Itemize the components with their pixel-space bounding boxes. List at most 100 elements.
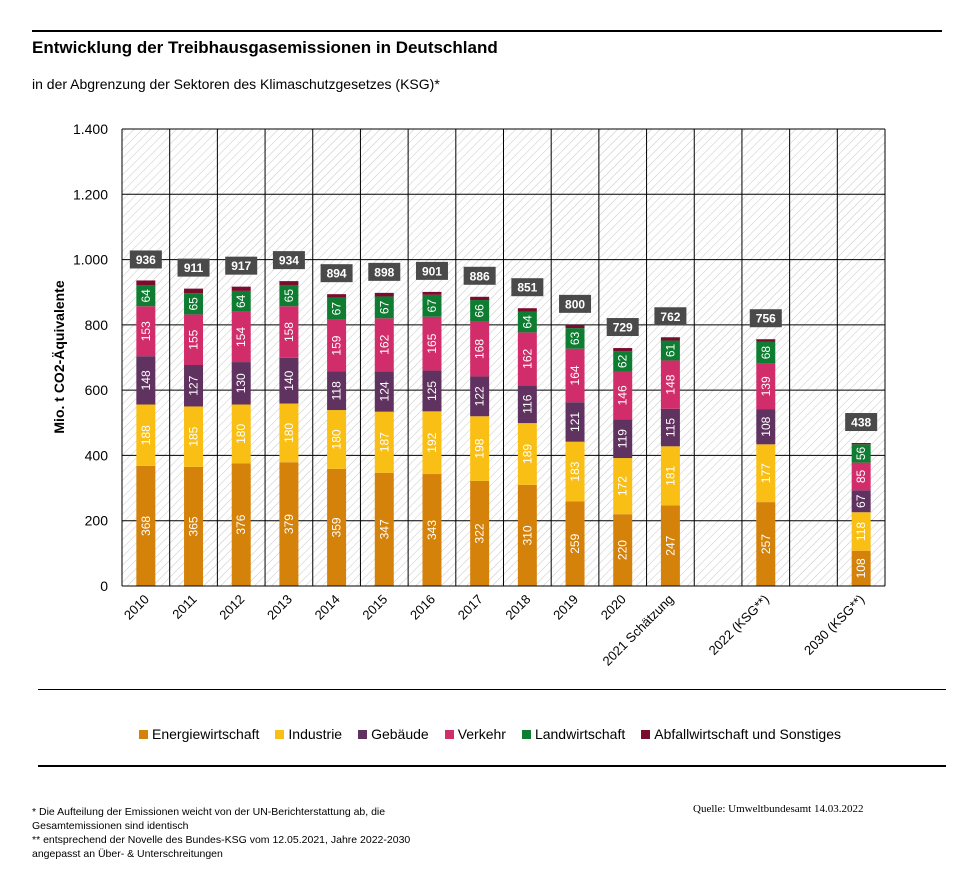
bar-segment [231, 463, 251, 586]
legend-swatch [521, 729, 531, 739]
bar-segment [184, 365, 204, 407]
bar-segment [231, 290, 251, 312]
bar-segment [327, 294, 347, 298]
total-badge [415, 261, 448, 280]
data-label: 158 [282, 322, 296, 342]
legend-swatch [641, 729, 651, 739]
data-label: 68 [759, 346, 773, 360]
bar-segment [374, 472, 394, 586]
x-tick-label: 2018 [502, 592, 533, 623]
data-label: 180 [282, 423, 296, 443]
bar-segment [660, 360, 680, 409]
data-label: 162 [520, 348, 534, 368]
data-label: 67 [854, 494, 868, 508]
data-label: 67 [377, 300, 391, 314]
total-label: 898 [374, 265, 394, 279]
bar-segment [756, 444, 776, 503]
bar-segment [517, 311, 537, 333]
bar-segment [470, 296, 490, 301]
bar-segment [470, 321, 490, 377]
data-label: 155 [187, 329, 201, 349]
legend: Energiewirtschaft Industrie Gebäude Verkehr… [0, 726, 980, 742]
data-label: 122 [473, 386, 487, 406]
data-label: 189 [520, 444, 534, 464]
bar-segment [231, 286, 251, 291]
data-label: 108 [854, 558, 868, 578]
data-label: 67 [330, 302, 344, 316]
data-label: 148 [139, 370, 153, 390]
total-badge [129, 250, 162, 269]
y-tick-label: 0 [100, 578, 108, 594]
bar-segment [565, 441, 585, 502]
bar-segment [231, 404, 251, 464]
data-label: 187 [377, 432, 391, 452]
data-label: 64 [520, 315, 534, 329]
data-label: 118 [330, 381, 344, 400]
total-badge [654, 307, 687, 326]
data-label: 116 [520, 394, 534, 413]
x-tick-label: 2015 [359, 592, 390, 623]
data-label: 185 [187, 426, 201, 446]
data-label: 247 [663, 535, 677, 555]
legend-label: Verkehr [457, 726, 506, 742]
bar-segment [851, 550, 871, 586]
x-tick-label: 2014 [312, 592, 343, 623]
x-tick-label: 2017 [455, 592, 486, 623]
bar-segment [136, 404, 156, 466]
total-badge [845, 413, 878, 432]
data-label: 108 [759, 416, 773, 436]
bar-segment [422, 294, 442, 317]
bar-segment [851, 443, 871, 445]
bar-segment [565, 402, 585, 442]
bar-segment [327, 371, 347, 411]
total-label: 729 [613, 321, 633, 335]
footnote-line: ** entsprechend der Novelle des Bundes-K… [32, 834, 411, 846]
top-rule [32, 30, 942, 32]
bar-segment [565, 501, 585, 586]
data-label: 125 [425, 381, 439, 401]
total-label: 936 [136, 253, 156, 267]
data-label: 139 [759, 376, 773, 396]
bar-segment [470, 376, 490, 417]
data-label: 368 [139, 516, 153, 536]
data-label: 365 [187, 516, 201, 536]
footnote-line: Gesamtemissionen sind identisch [32, 820, 189, 832]
bar-segment [374, 292, 394, 297]
bar-segment [756, 409, 776, 445]
bar-segment [327, 468, 347, 586]
bar-segment [422, 370, 442, 412]
bar-segment [422, 474, 442, 586]
bar-segment [851, 512, 871, 551]
bar-segment [136, 465, 156, 586]
data-label: 64 [139, 289, 153, 303]
legend-swatch [275, 729, 285, 739]
bar-segment [279, 285, 299, 307]
bar-segment [279, 357, 299, 404]
total-badge [320, 264, 353, 283]
bar-segment [136, 356, 156, 405]
total-label: 756 [756, 312, 776, 326]
bar-segment [184, 406, 204, 467]
data-label: 198 [473, 438, 487, 458]
total-label: 886 [470, 269, 490, 283]
bar-segment [613, 458, 633, 515]
data-label: 153 [139, 321, 153, 341]
data-label: 181 [663, 465, 677, 485]
data-label: 115 [663, 418, 677, 437]
legend-label: Abfallwirtschaft und Sonstiges [654, 726, 841, 742]
x-tick-label: 2011 [169, 592, 199, 622]
source-note: Quelle: Umweltbundesamt 14.03.2022 [693, 803, 864, 815]
bar-segment [374, 371, 394, 412]
bar-segment [136, 285, 156, 307]
x-tick-label: 2010 [121, 592, 152, 623]
data-label: 192 [425, 432, 439, 452]
bar-segment [374, 318, 394, 372]
data-label: 130 [234, 373, 248, 393]
y-tick-label: 400 [85, 447, 109, 463]
data-label: 127 [187, 375, 201, 395]
total-badge [749, 309, 782, 328]
bar-segment [660, 337, 680, 341]
data-label: 259 [568, 533, 582, 553]
bar-segment [613, 371, 633, 420]
bar-segment [660, 505, 680, 586]
